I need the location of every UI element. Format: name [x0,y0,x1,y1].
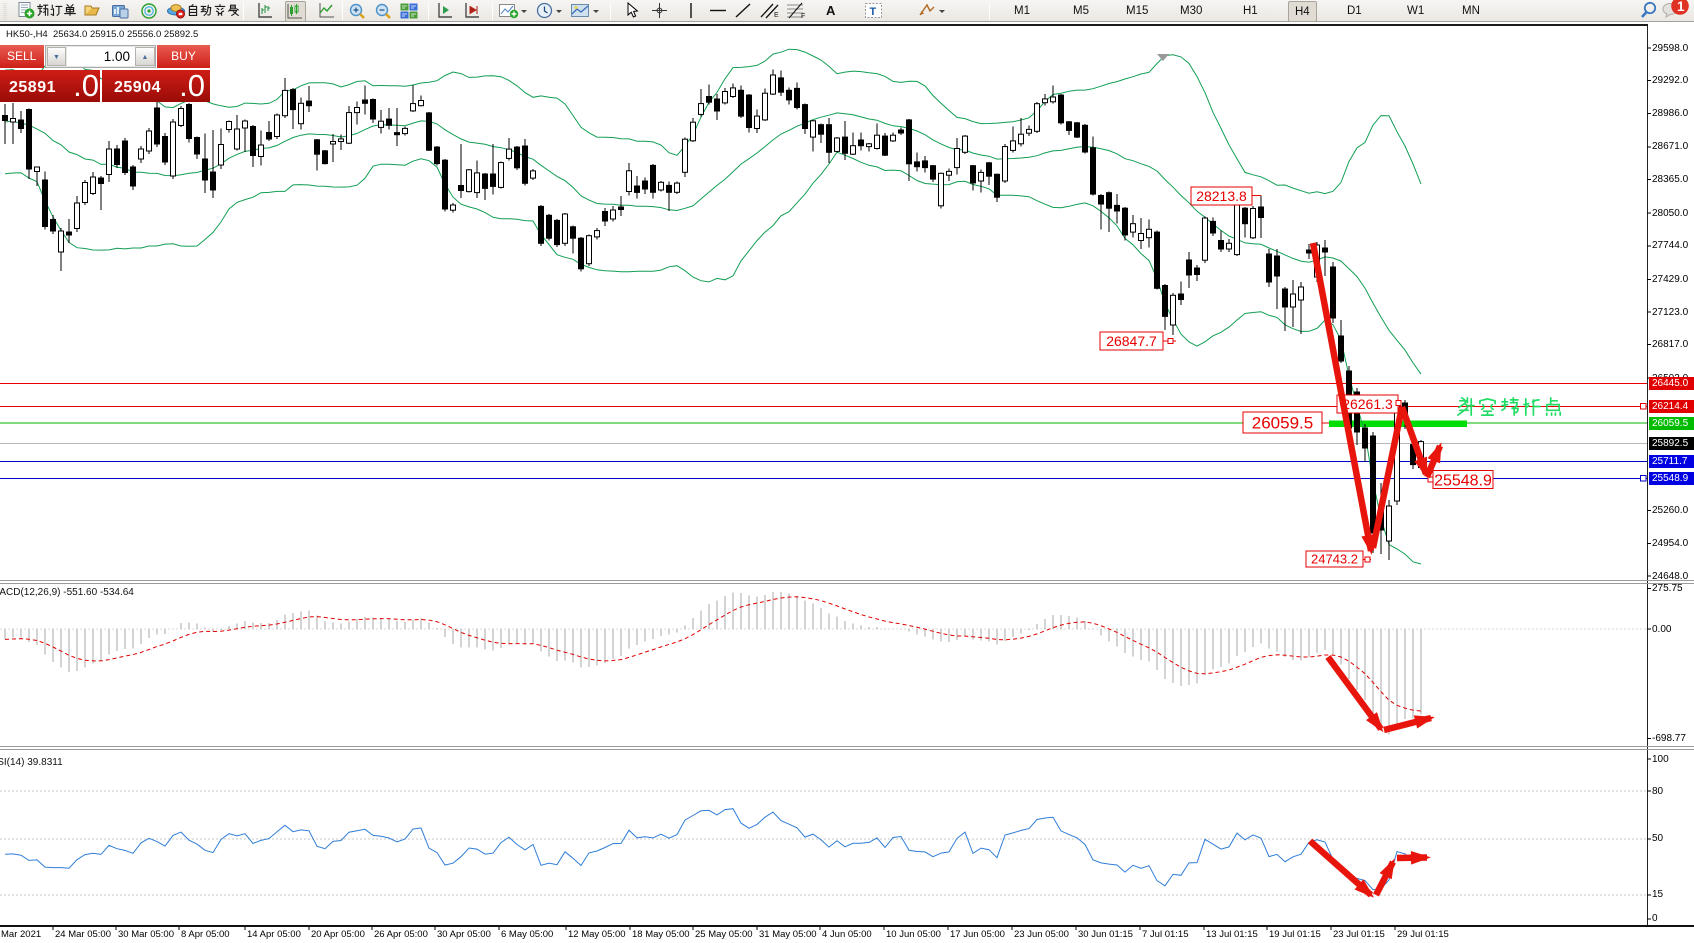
svg-text:26261.3: 26261.3 [1342,396,1393,412]
svg-text:28213.8: 28213.8 [1196,188,1247,204]
svg-text:25548.9: 25548.9 [1434,472,1492,489]
svg-text:24743.2: 24743.2 [1311,552,1358,567]
svg-text:E: E [774,12,779,19]
svg-text:F: F [801,13,805,19]
svg-text:1: 1 [1677,0,1685,14]
svg-text:T: T [870,6,877,18]
svg-text:26847.7: 26847.7 [1106,333,1157,349]
svg-text:26059.5: 26059.5 [1252,414,1313,433]
